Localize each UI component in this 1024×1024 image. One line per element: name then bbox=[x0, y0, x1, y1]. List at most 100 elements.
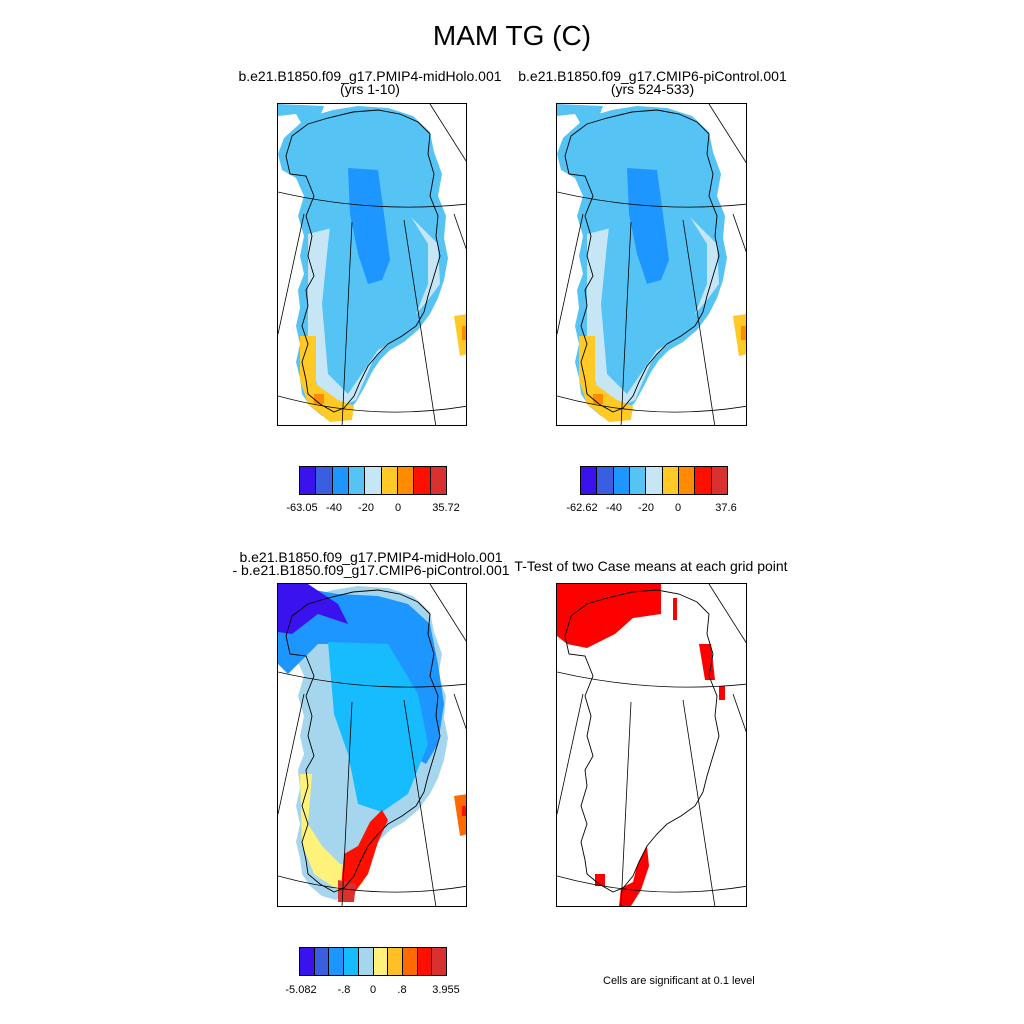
longitude-line bbox=[682, 699, 716, 906]
longitude-line bbox=[557, 213, 584, 335]
cb1-label: 0 bbox=[394, 502, 402, 514]
cb1-label: -40 bbox=[326, 502, 342, 514]
field-region-north bbox=[278, 584, 444, 764]
cb1-swatch-7 bbox=[414, 467, 431, 494]
map-panel-2 bbox=[556, 103, 747, 426]
field-region-east bbox=[454, 794, 466, 836]
cb2-swatch-5 bbox=[662, 467, 679, 494]
longitude-line bbox=[453, 693, 466, 730]
cb1-swatch-8 bbox=[430, 467, 446, 494]
panel2-title-line2: (yrs 524-533) bbox=[610, 81, 695, 97]
latitude-line bbox=[278, 191, 466, 208]
latitude-line bbox=[278, 671, 466, 688]
field-region-core bbox=[348, 168, 390, 284]
field-region-interior bbox=[322, 194, 428, 394]
map-panel-1 bbox=[277, 103, 467, 426]
longitude-line bbox=[403, 699, 437, 906]
panel2-title-line1: b.e21.B1850.f09_g17.CMIP6-piControl.001 bbox=[518, 68, 787, 84]
longitude-line bbox=[682, 219, 716, 425]
field-region-northwest bbox=[278, 104, 324, 128]
cb3-label: 0 bbox=[369, 984, 377, 996]
cb1-label: -63.05 bbox=[286, 502, 318, 514]
longitude-line bbox=[403, 219, 437, 425]
cb3-label: 3.955 bbox=[432, 984, 460, 996]
field-region-northwest bbox=[557, 104, 603, 128]
cb1-label: 35.72 bbox=[432, 502, 460, 514]
cb2-swatch-7 bbox=[695, 467, 712, 494]
panel1-title-line2: (yrs 1-10) bbox=[340, 81, 400, 97]
cb1-swatch-0 bbox=[300, 467, 317, 494]
longitude-line bbox=[278, 213, 305, 335]
field-region-core bbox=[627, 168, 669, 284]
cb3-label: .8 bbox=[397, 984, 407, 996]
field-cell-warm bbox=[741, 326, 746, 340]
longitude-line bbox=[341, 701, 353, 906]
significant-cells-south bbox=[619, 846, 649, 906]
longitude-line bbox=[429, 584, 466, 642]
difference-field bbox=[278, 584, 466, 902]
cb2-swatch-6 bbox=[678, 467, 696, 494]
latitude-line bbox=[557, 875, 746, 893]
panel4-title: T-Test of two Case means at each grid po… bbox=[514, 558, 788, 574]
cb1-swatch-5 bbox=[381, 467, 398, 494]
map-3-svg bbox=[278, 584, 466, 906]
cb2-swatch-1 bbox=[597, 467, 614, 494]
cb2-swatch-3 bbox=[629, 467, 647, 494]
cb3-label: -5.082 bbox=[285, 984, 317, 996]
cb2-label: -40 bbox=[606, 502, 622, 514]
cb3-swatch-2 bbox=[329, 948, 345, 975]
cb2-swatch-8 bbox=[711, 467, 727, 494]
field-region-south-coast bbox=[300, 774, 364, 890]
significance-note: Cells are significant at 0.1 level bbox=[603, 975, 755, 987]
map-1-svg bbox=[278, 104, 466, 425]
significant-cells bbox=[595, 874, 605, 886]
field-region-east bbox=[733, 314, 746, 356]
longitude-line bbox=[620, 701, 632, 906]
cb1-swatch-6 bbox=[397, 467, 415, 494]
colorbar-2 bbox=[580, 466, 728, 495]
cb2-label: -62.62 bbox=[566, 502, 598, 514]
coastline bbox=[564, 589, 720, 893]
longitude-line bbox=[453, 213, 466, 250]
field-region-interior bbox=[601, 194, 707, 394]
longitude-line bbox=[708, 104, 746, 164]
cb3-swatch-6 bbox=[388, 948, 403, 975]
cb2-label: 0 bbox=[674, 502, 682, 514]
colorbar-3 bbox=[299, 947, 447, 976]
cb1-swatch-1 bbox=[316, 467, 333, 494]
field-cell-warm bbox=[593, 394, 603, 404]
cb2-swatch-0 bbox=[581, 467, 598, 494]
cb3-swatch-9 bbox=[432, 948, 447, 975]
cb2-swatch-2 bbox=[613, 467, 630, 494]
cb3-swatch-5 bbox=[373, 948, 389, 975]
cb3-swatch-1 bbox=[314, 948, 330, 975]
longitude-line bbox=[557, 693, 584, 815]
field-cell-warm bbox=[314, 394, 324, 404]
cb3-swatch-3 bbox=[344, 948, 359, 975]
field-region-northwest-cold bbox=[278, 584, 348, 634]
map-2-svg bbox=[557, 104, 746, 425]
significant-cells bbox=[699, 644, 715, 680]
longitude-line bbox=[708, 584, 746, 644]
panel1-title-line1: b.e21.B1850.f09_g17.PMIP4-midHolo.001 bbox=[238, 68, 502, 84]
field-cell-warm bbox=[462, 326, 466, 340]
cb1-swatch-2 bbox=[332, 467, 349, 494]
colorbar-1 bbox=[299, 466, 447, 495]
temperature-field bbox=[557, 104, 746, 422]
cb3-swatch-0 bbox=[300, 948, 315, 975]
temperature-field bbox=[278, 104, 466, 422]
cb1-label: -20 bbox=[358, 502, 374, 514]
panel1-title: b.e21.B1850.f09_g17.PMIP4-midHolo.001 (y… bbox=[232, 68, 508, 97]
cb2-swatch-4 bbox=[646, 467, 663, 494]
latitude-line bbox=[557, 191, 746, 208]
cb2-label: -20 bbox=[638, 502, 654, 514]
cb3-swatch-4 bbox=[358, 948, 374, 975]
longitude-line bbox=[620, 221, 632, 425]
cb3-swatch-8 bbox=[417, 948, 433, 975]
longitude-line bbox=[341, 221, 353, 425]
longitude-line bbox=[429, 104, 466, 162]
field-region-south-coast bbox=[579, 336, 633, 422]
panel3-title-line1: b.e21.B1850.f09_g17.PMIP4-midHolo.001 bbox=[239, 549, 503, 565]
significant-cells bbox=[673, 598, 677, 620]
coastline bbox=[564, 109, 720, 413]
